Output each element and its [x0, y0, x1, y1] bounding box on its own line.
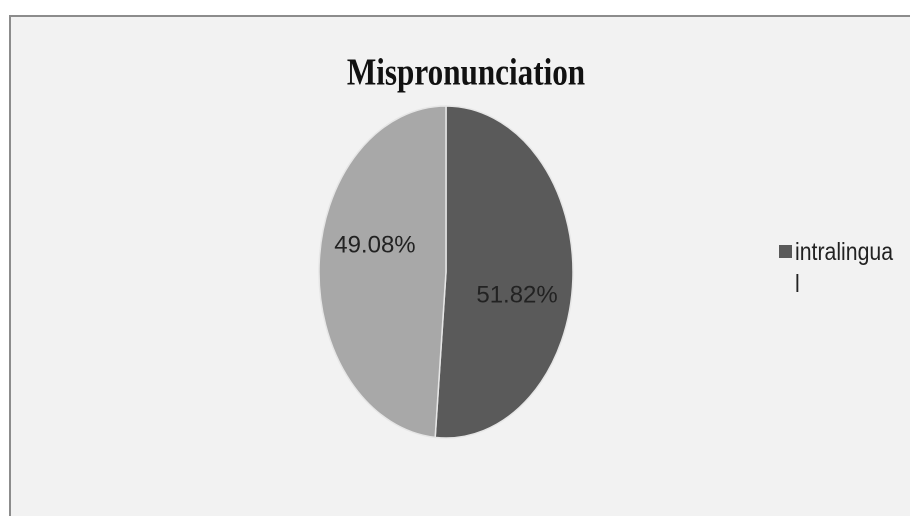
data-label: 51.82% [476, 281, 557, 308]
pie-slice [318, 105, 447, 439]
chart-title: Mispronunciation [347, 51, 585, 94]
legend-label: intralingual [795, 238, 894, 298]
pie-slice [434, 105, 574, 439]
pie: 51.82% 49.08% [318, 105, 574, 439]
legend-swatch [779, 245, 792, 258]
data-label: 49.08% [334, 231, 415, 258]
